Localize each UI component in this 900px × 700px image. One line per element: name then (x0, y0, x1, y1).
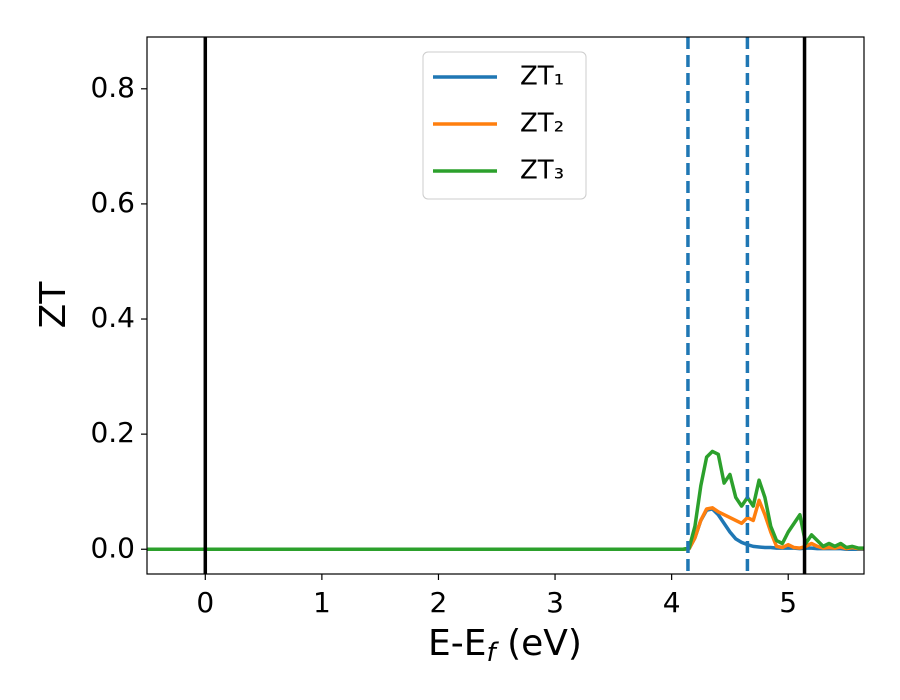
y-tick-label: 0.0 (90, 531, 135, 564)
y-tick-label: 0.2 (90, 416, 135, 449)
series-line (147, 449, 864, 552)
axes-frame (146, 36, 865, 575)
x-tick-label: 1 (313, 586, 331, 619)
x-label-base: E-E (428, 623, 486, 664)
legend-label: ZT₂ (520, 109, 564, 139)
y-tick-label: 0.8 (90, 71, 135, 104)
x-tick-label: 5 (779, 586, 797, 619)
series-line (147, 498, 864, 552)
x-axis-label: E-Ef (eV) (428, 623, 582, 668)
legend (422, 51, 587, 200)
x-label-rest: (eV) (496, 623, 582, 664)
y-tick-label: 0.6 (90, 186, 135, 219)
y-axis-label: ZT (33, 281, 74, 329)
legend-label: ZT₃ (520, 156, 564, 186)
x-tick-label: 4 (663, 586, 681, 619)
x-tick-label: 0 (196, 586, 214, 619)
plot-area (147, 37, 864, 574)
legend-label: ZT₁ (520, 62, 564, 92)
x-tick-label: 2 (430, 586, 448, 619)
y-tick-label: 0.4 (90, 301, 135, 334)
x-tick-label: 3 (546, 586, 564, 619)
